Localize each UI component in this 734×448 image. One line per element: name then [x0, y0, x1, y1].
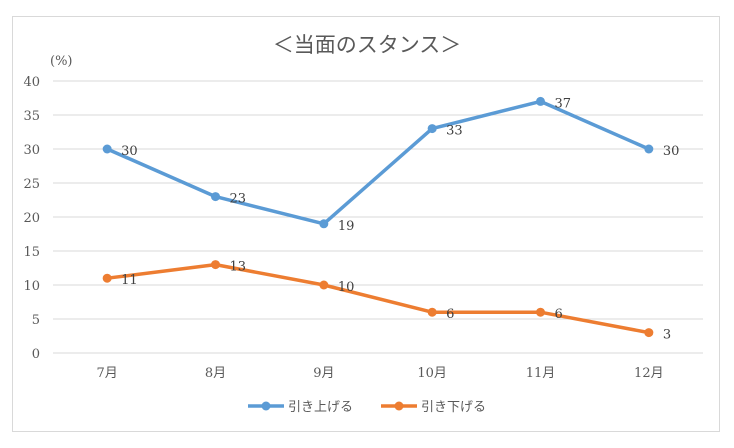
data-label: 19 [338, 219, 355, 234]
data-point [211, 260, 220, 270]
data-label: 10 [338, 280, 355, 295]
data-label: 30 [121, 144, 138, 159]
data-point [427, 307, 437, 317]
y-axis-label: (%) [50, 54, 73, 69]
legend-label-1: 引き下げる [421, 400, 486, 415]
data-label: 11 [121, 273, 138, 288]
data-label: 23 [230, 192, 247, 207]
data-point [644, 144, 654, 154]
data-label: 13 [230, 260, 247, 275]
y-tick-label: 0 [32, 347, 40, 362]
y-tick-label: 25 [23, 177, 40, 192]
series-line-0 [106, 99, 650, 226]
legend-label-0: 引き上げる [288, 400, 353, 415]
y-tick-label: 20 [23, 211, 40, 226]
y-tick-label: 5 [32, 313, 40, 328]
data-point [427, 124, 437, 134]
series-line-1 [106, 262, 650, 335]
data-label: 37 [555, 96, 572, 111]
data-point [319, 280, 329, 290]
data-point [536, 96, 545, 106]
x-tick-label: 11月 [526, 366, 556, 381]
data-label: 6 [555, 307, 563, 322]
y-tick-label: 10 [23, 279, 40, 294]
data-point [102, 144, 112, 154]
data-label: 30 [663, 144, 680, 159]
data-point [644, 328, 654, 338]
data-label: 33 [446, 124, 463, 139]
x-tick-label: 7月 [97, 366, 118, 381]
y-tick-label: 15 [23, 245, 40, 260]
data-point [319, 219, 329, 229]
x-tick-label: 12月 [634, 366, 664, 381]
x-tick-label: 9月 [313, 366, 334, 381]
x-tick-label: 10月 [417, 366, 447, 381]
data-label: 3 [663, 328, 671, 343]
chart-title: ＜当面のスタンス＞ [273, 33, 462, 57]
chart-frame [12, 16, 720, 432]
legend-marker-1 [394, 401, 404, 411]
data-point [211, 192, 220, 202]
y-tick-label: 35 [23, 109, 40, 124]
data-point [536, 307, 545, 317]
data-point [102, 273, 112, 283]
y-tick-label: 30 [23, 143, 40, 158]
legend-marker-0 [261, 401, 271, 411]
data-label: 6 [446, 307, 454, 322]
y-tick-label: 40 [23, 75, 40, 90]
x-tick-label: 8月 [205, 366, 226, 381]
